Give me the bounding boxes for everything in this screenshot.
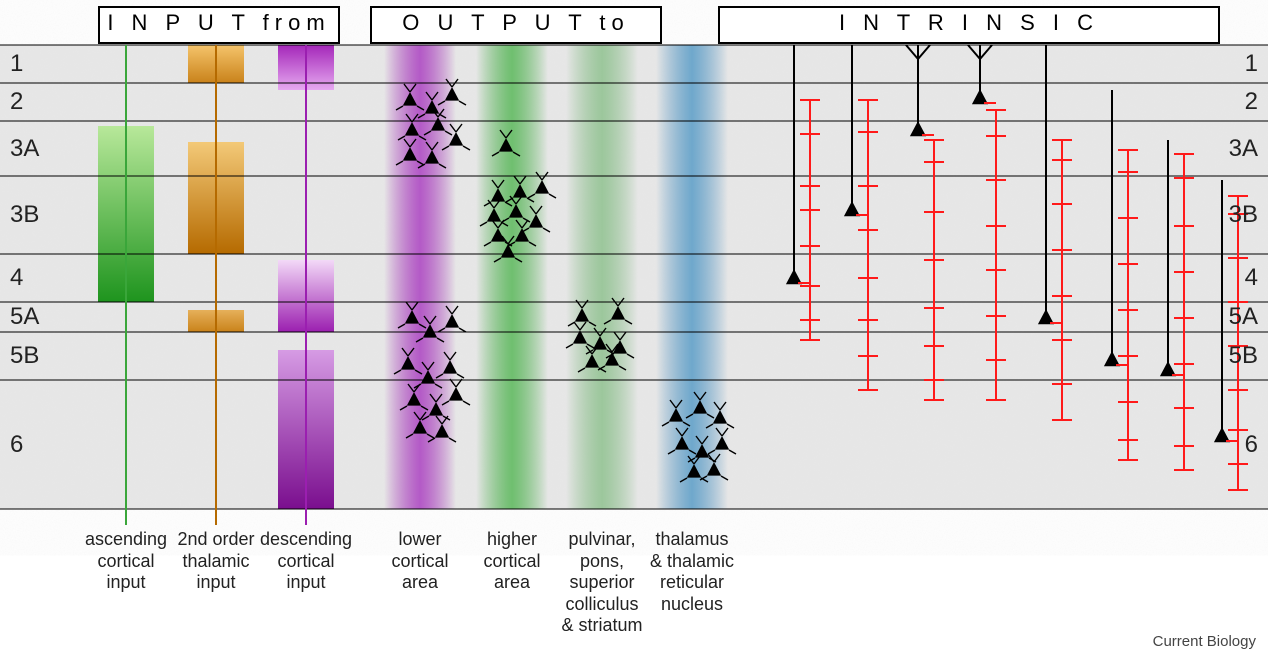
layer-label-3B: 3B <box>10 201 39 229</box>
layer-label-5B: 5B <box>10 342 39 370</box>
layer-label-5A: 5A <box>10 303 39 331</box>
layer-label-3A: 3A <box>10 135 39 163</box>
layer-label-2: 2 <box>10 88 23 116</box>
header-output: O U T P U T to <box>370 6 662 44</box>
layer-label-6: 6 <box>1245 431 1258 459</box>
layer-label-4: 4 <box>1245 264 1258 292</box>
col-label-thalamus: thalamus& thalamicreticularnucleus <box>634 529 750 615</box>
layer-label-3B: 3B <box>1229 201 1258 229</box>
layer-label-6: 6 <box>10 431 23 459</box>
layer-label-3A: 3A <box>1229 135 1258 163</box>
header-intrinsic: I N T R I N S I C <box>718 6 1220 44</box>
layer-label-5B: 5B <box>1229 342 1258 370</box>
credit-text: Current Biology <box>1153 633 1256 650</box>
col-label-descending: descendingcorticalinput <box>251 529 361 594</box>
header-input: I N P U T from <box>98 6 340 44</box>
layer-label-1: 1 <box>1245 50 1258 78</box>
layer-label-5A: 5A <box>1229 303 1258 331</box>
layer-label-1: 1 <box>10 50 23 78</box>
layer-label-4: 4 <box>10 264 23 292</box>
layer-label-2: 2 <box>1245 88 1258 116</box>
